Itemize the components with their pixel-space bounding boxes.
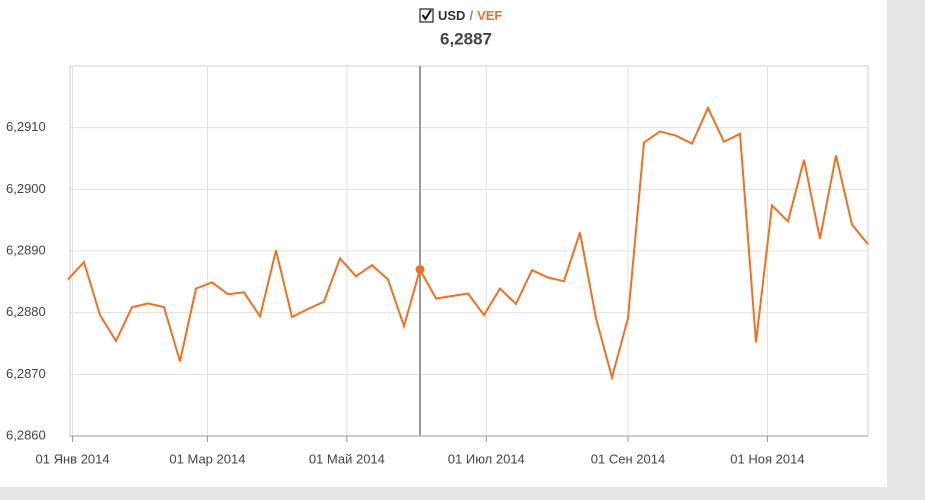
y-tick-label: 6,2860 (6, 427, 46, 442)
legend-separator: / (469, 8, 473, 23)
side-strip (887, 0, 925, 500)
y-tick-label: 6,2900 (6, 181, 46, 196)
y-tick-label: 6,2890 (6, 242, 46, 257)
x-tick-label: 01 Мар 2014 (169, 451, 245, 466)
legend-quote: VEF (477, 8, 502, 23)
y-tick-label: 6,2910 (6, 119, 46, 134)
y-tick-label: 6,2870 (6, 366, 46, 381)
x-tick-label: 01 Сен 2014 (591, 451, 665, 466)
legend-label: USD / VEF (438, 8, 502, 23)
current-value: 6,2887 (440, 29, 492, 48)
x-tick-label: 01 Июл 2014 (448, 451, 525, 466)
x-tick-label: 01 Май 2014 (309, 451, 385, 466)
line (67, 105, 869, 382)
x-tick-label: 01 Ноя 2014 (730, 451, 804, 466)
highlight-marker (415, 265, 425, 274)
bottom-strip (0, 487, 925, 500)
x-tick-label: 01 Янв 2014 (36, 451, 110, 466)
checkmark (421, 9, 432, 21)
legend-base: USD (438, 8, 465, 23)
y-tick-label: 6,2880 (6, 304, 46, 319)
